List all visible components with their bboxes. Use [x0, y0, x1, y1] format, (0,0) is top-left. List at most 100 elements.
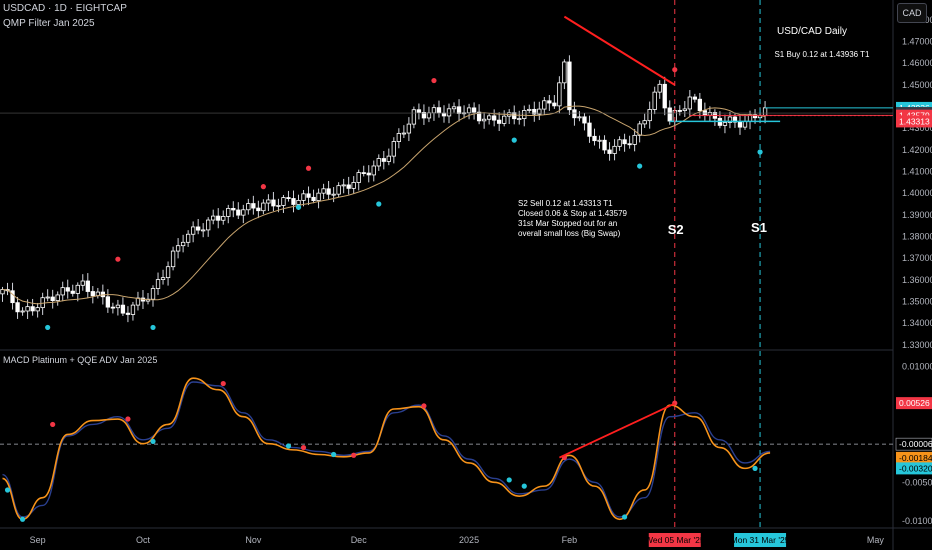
candle	[231, 207, 236, 211]
candle	[602, 139, 607, 151]
candle	[411, 109, 417, 125]
candle	[597, 139, 602, 142]
time-tick-label: Oct	[136, 535, 151, 545]
candle	[286, 197, 291, 199]
price-axis-label-bg	[896, 115, 932, 128]
s2-note-line: 31st Mar Stopped out for an	[518, 219, 617, 228]
candle	[75, 284, 80, 294]
candle	[426, 112, 432, 119]
candle	[351, 182, 356, 189]
candle	[120, 304, 126, 314]
macd-buy-dot	[521, 483, 527, 489]
candle	[502, 115, 507, 124]
candle	[441, 112, 447, 117]
macd-axis-label: 0.00526	[899, 398, 930, 408]
macd-sell-dot	[300, 444, 307, 451]
candle	[577, 116, 582, 119]
candle	[105, 296, 111, 308]
candle	[607, 149, 612, 154]
candle	[727, 116, 733, 123]
candle	[647, 109, 652, 122]
candle	[381, 158, 386, 162]
macd-sell-dot	[220, 380, 226, 387]
candle	[221, 216, 226, 221]
candle	[652, 91, 657, 110]
candle	[697, 98, 703, 112]
macd-axis-label-bg	[896, 451, 932, 464]
candle	[346, 184, 351, 189]
candle	[326, 188, 331, 195]
symbol-title[interactable]: USDCAD · 1D · EIGHTCAP	[3, 3, 127, 14]
buy-signal-dot	[637, 163, 643, 169]
macd-buy-dot	[4, 487, 11, 493]
candle	[311, 196, 316, 201]
candle	[446, 108, 452, 117]
candle	[291, 198, 296, 205]
date-label: Wed 05 Mar '25	[645, 535, 705, 545]
candle	[115, 304, 121, 309]
candle	[401, 132, 407, 135]
candle	[241, 209, 246, 216]
buy-signal-dot	[511, 137, 517, 143]
candle	[592, 135, 597, 142]
price-tick-label: 1.41000	[902, 167, 932, 177]
macd-axis-label: -0.00320	[899, 463, 932, 473]
macd-axis-label-bg	[896, 462, 932, 475]
macd-trendline	[558, 402, 676, 459]
s1-note: S1 Buy 0.12 at 1.43936 T1	[774, 50, 870, 59]
candle	[522, 110, 527, 119]
macd-tick-label: 0.01000	[902, 362, 932, 372]
candle	[301, 193, 306, 201]
candle	[471, 107, 477, 113]
candle	[547, 100, 552, 104]
macd-sell-dot	[421, 403, 427, 409]
candle	[25, 306, 30, 312]
macd-buy-dot	[752, 465, 758, 471]
price-tick-label: 1.46000	[902, 58, 932, 68]
candle	[50, 296, 55, 302]
candle	[361, 172, 366, 174]
candle	[80, 280, 85, 286]
candle	[497, 119, 502, 124]
candle	[737, 121, 743, 128]
price-tick-label: 1.43000	[902, 123, 932, 133]
candle	[316, 192, 321, 201]
candle	[256, 207, 261, 212]
candle	[251, 203, 256, 209]
macd-tick-label: -0.00500	[902, 477, 932, 487]
price-tick-label: 1.47000	[902, 37, 932, 47]
candle	[160, 277, 166, 280]
candle	[155, 279, 161, 289]
candle	[85, 280, 90, 292]
candle	[517, 118, 522, 120]
candle	[150, 288, 156, 300]
candle	[617, 139, 622, 147]
macd-buy-dot	[331, 451, 337, 458]
price-tick-label: 1.37000	[902, 253, 932, 263]
macd-axis-label-bg	[895, 437, 932, 451]
price-tick-label: 1.45000	[902, 80, 932, 90]
macd-title: MACD Platinum + QQE ADV Jan 2025	[3, 355, 157, 365]
candle	[667, 107, 672, 122]
candle	[125, 312, 131, 315]
candle	[451, 106, 457, 110]
candle	[35, 307, 40, 312]
time-tick-label: May	[867, 535, 885, 545]
candle	[306, 193, 311, 198]
price-tick-label: 1.38000	[902, 231, 932, 241]
moving-average-line	[2, 105, 766, 305]
price-axis-label: 1.43313	[899, 116, 930, 126]
candle	[562, 61, 567, 84]
currency-button[interactable]: CAD	[897, 3, 927, 23]
sell-signal-dot	[305, 165, 312, 171]
candle	[476, 111, 482, 122]
s2-label: S2	[668, 222, 684, 237]
macd-sell-dot	[351, 452, 357, 458]
macd-axis-label: -0.00006	[899, 439, 932, 449]
candle	[622, 139, 627, 145]
indicator-title[interactable]: QMP Filter Jan 2025	[3, 18, 95, 29]
candle	[692, 96, 697, 100]
candle	[532, 108, 537, 115]
price-tick-label: 1.39000	[902, 210, 932, 220]
